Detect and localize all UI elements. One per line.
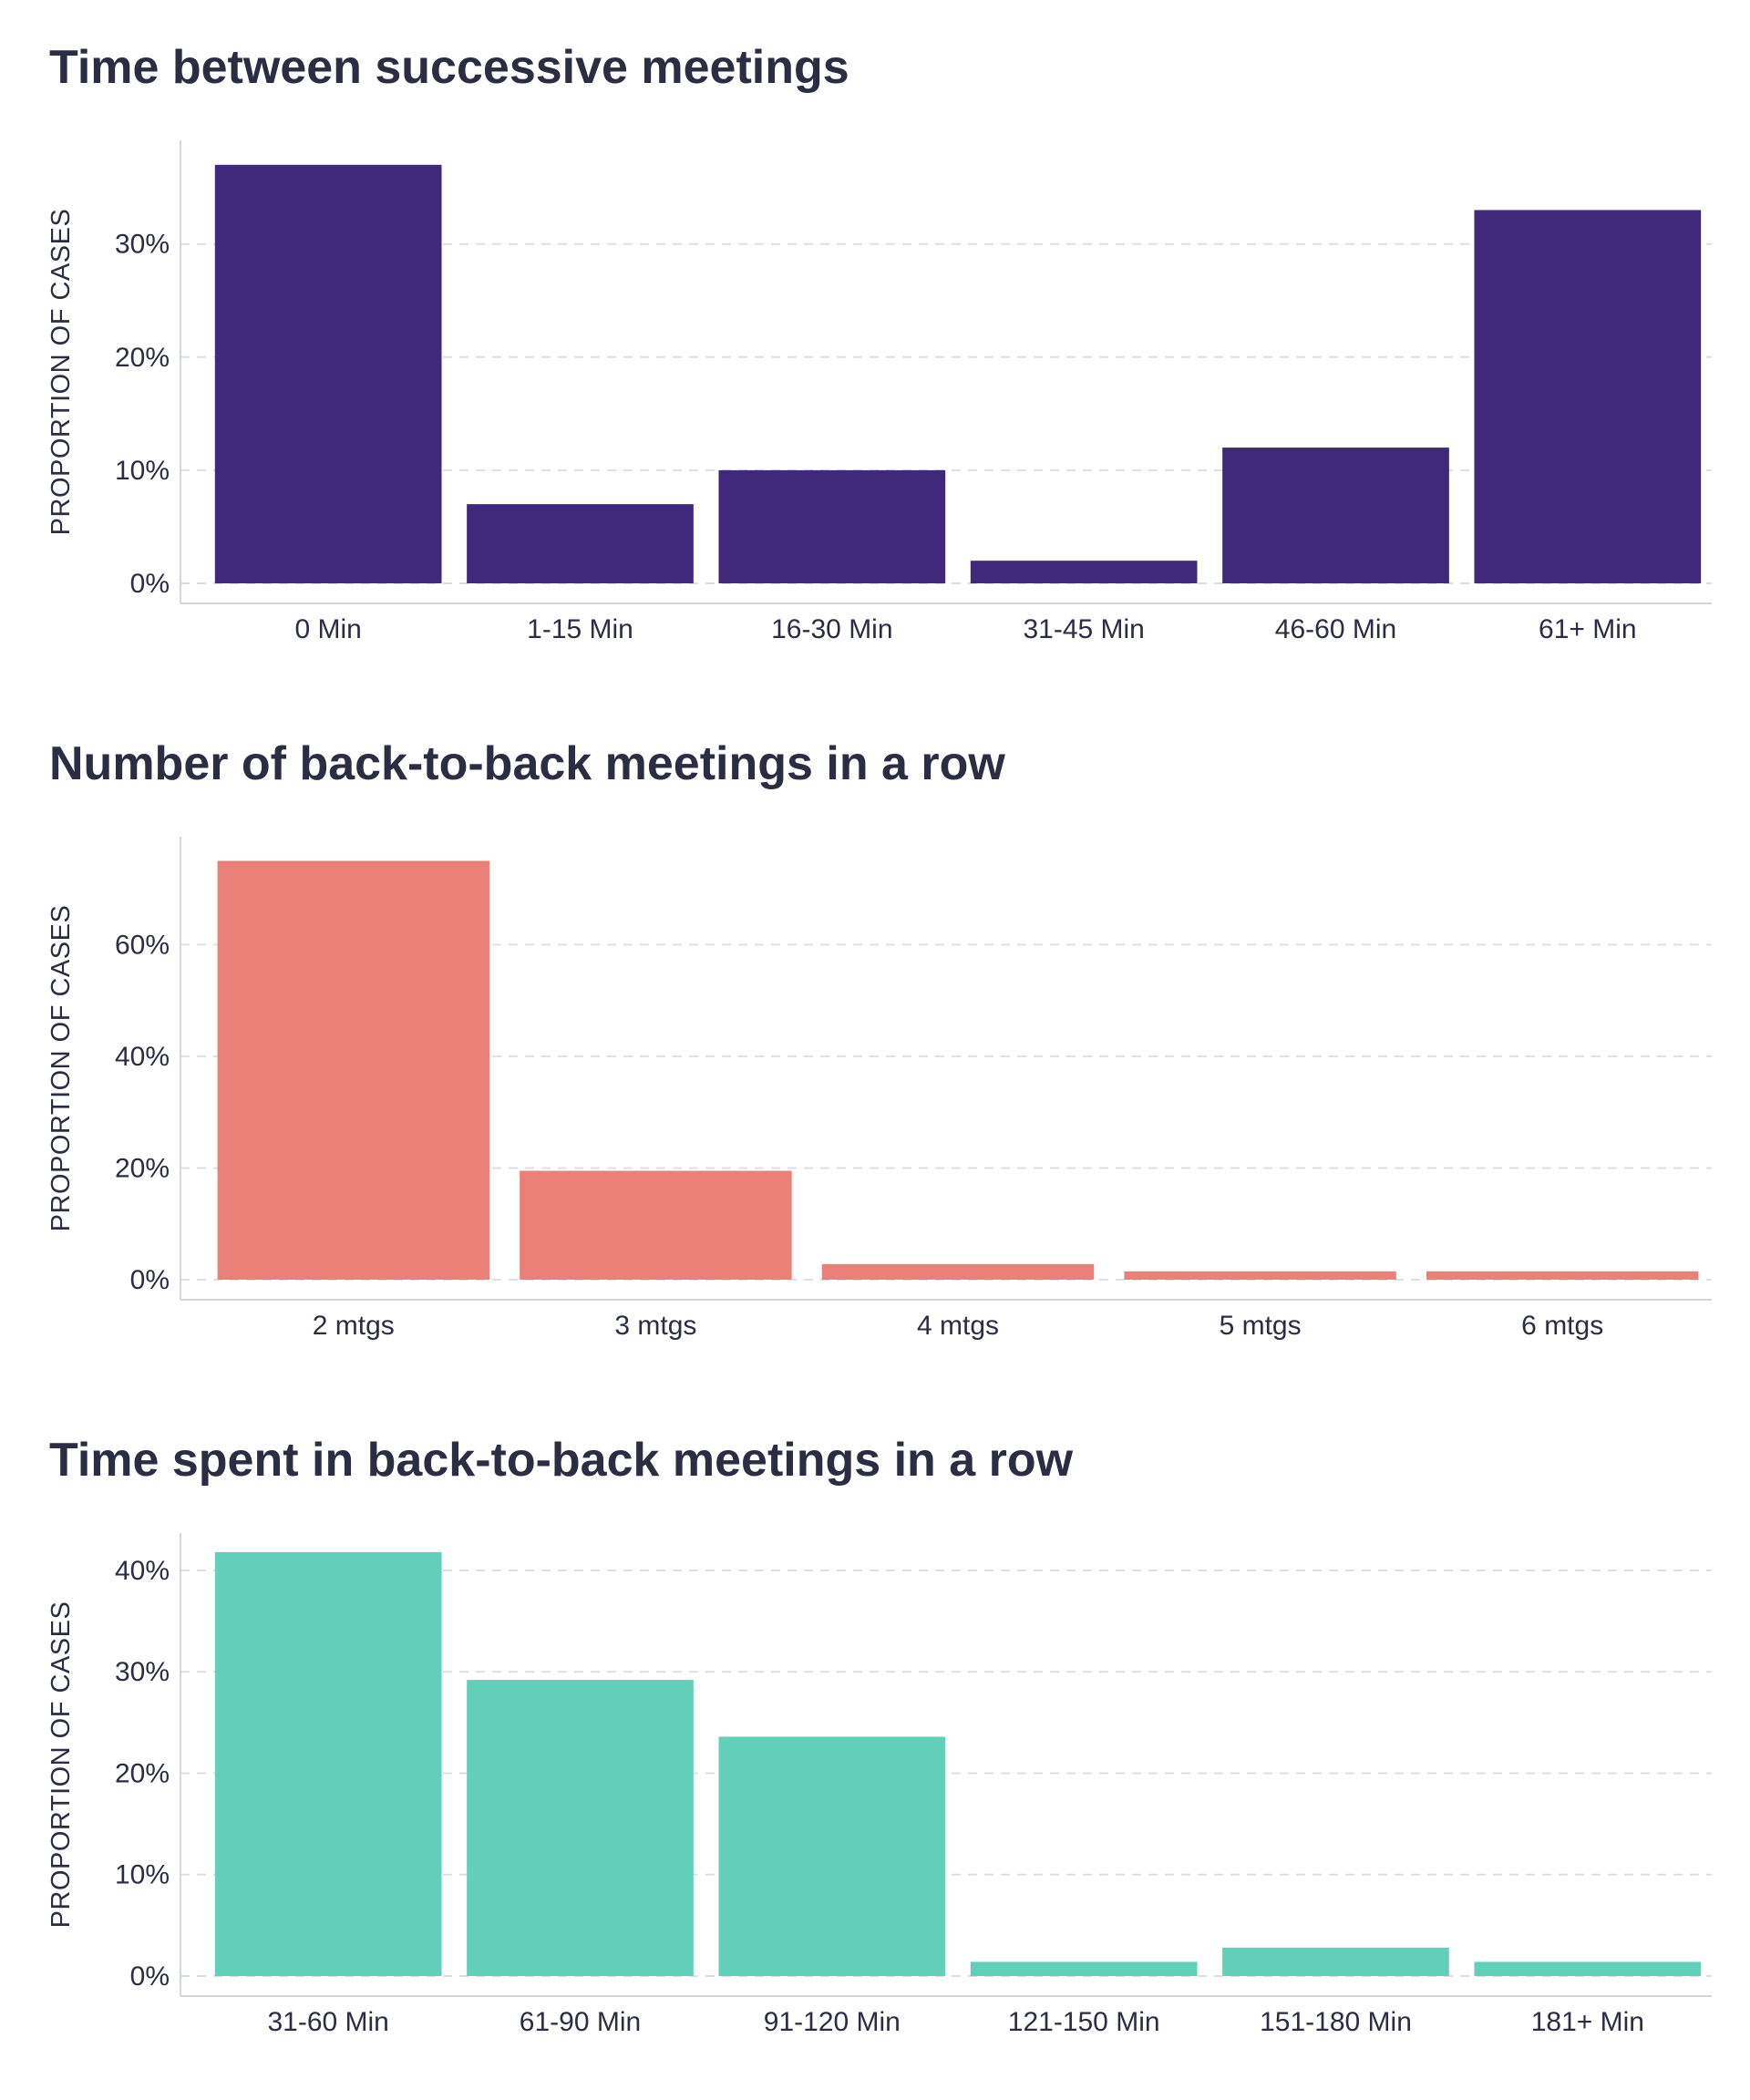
y-tick-label: 0% bbox=[130, 1265, 170, 1295]
bar bbox=[1124, 1271, 1396, 1280]
bar bbox=[520, 1170, 792, 1280]
bars bbox=[214, 164, 1702, 584]
x-tick-label: 181+ Min bbox=[1531, 2007, 1644, 2037]
x-tick-label: 121-150 Min bbox=[1008, 2007, 1160, 2037]
y-axis-label: PROPORTION OF CASES bbox=[46, 1601, 76, 1929]
bar bbox=[214, 164, 442, 584]
x-tick-label: 61+ Min bbox=[1539, 614, 1637, 644]
y-axis-label: PROPORTION OF CASES bbox=[46, 209, 76, 536]
bar bbox=[970, 1961, 1198, 1976]
y-tick-label: 30% bbox=[115, 230, 170, 260]
y-tick-label: 10% bbox=[115, 1860, 170, 1890]
y-tick-label: 10% bbox=[115, 456, 170, 486]
y-tick-label: 40% bbox=[115, 1556, 170, 1586]
x-tick-label: 6 mtgs bbox=[1521, 1311, 1603, 1341]
x-tick-label: 16-30 Min bbox=[771, 614, 892, 644]
x-tick-label: 0 Min bbox=[294, 614, 361, 644]
x-tick-label: 1-15 Min bbox=[527, 614, 633, 644]
x-tick-label: 31-45 Min bbox=[1023, 614, 1144, 644]
y-tick-label: 20% bbox=[115, 343, 170, 373]
bars bbox=[214, 1551, 1702, 1976]
x-tick-label: 31-60 Min bbox=[267, 2007, 388, 2037]
bars bbox=[217, 860, 1699, 1280]
x-tick-label: 91-120 Min bbox=[764, 2007, 901, 2037]
x-tick-label: 2 mtgs bbox=[313, 1311, 395, 1341]
bar bbox=[1426, 1271, 1699, 1280]
y-tick-label: 20% bbox=[115, 1758, 170, 1788]
bar bbox=[718, 1736, 946, 1976]
bar bbox=[970, 561, 1198, 583]
bar bbox=[821, 1263, 1095, 1280]
chart-title: Number of back-to-back meetings in a row bbox=[49, 737, 1005, 790]
bar-chart: 0% 10% 20% 30% 40% PROPORTION OF CASES 31-60 M… bbox=[46, 1533, 1712, 2037]
bar bbox=[718, 469, 946, 583]
chart-panel-back-to-back-duration: Time spent in back-to-back meetings in a… bbox=[0, 1393, 1750, 2085]
chart-panel-gap-between-meetings: Time between successive meetings 0% 10% 20… bbox=[0, 0, 1750, 693]
y-tick-label: 0% bbox=[130, 569, 170, 599]
y-tick-label: 40% bbox=[115, 1042, 170, 1072]
chart-title: Time spent in back-to-back meetings in a… bbox=[49, 1434, 1074, 1487]
chart-title: Time between successive meetings bbox=[49, 41, 849, 94]
bar bbox=[1222, 448, 1449, 583]
x-tick-label: 4 mtgs bbox=[917, 1311, 999, 1341]
y-tick-label: 20% bbox=[115, 1153, 170, 1183]
bar bbox=[1474, 210, 1702, 583]
bar-chart: 0% 10% 20% 30% PROPORTION OF CASES 0 Min 1-15 … bbox=[46, 140, 1712, 644]
y-axis-label: PROPORTION OF CASES bbox=[46, 905, 76, 1232]
x-tick-label: 61-90 Min bbox=[520, 2007, 641, 2037]
y-tick-label: 0% bbox=[130, 1961, 170, 1992]
bar bbox=[467, 504, 694, 583]
x-tick-label: 5 mtgs bbox=[1220, 1311, 1302, 1341]
bar bbox=[217, 860, 490, 1280]
bar bbox=[467, 1680, 694, 1976]
chart-panel-back-to-back-count: Number of back-to-back meetings in a row… bbox=[0, 696, 1750, 1389]
bar-chart: 0% 20% 40% 60% PROPORTION OF CASES 2 mtgs 3 mt… bbox=[46, 837, 1712, 1341]
bar bbox=[214, 1551, 442, 1976]
y-tick-label: 60% bbox=[115, 930, 170, 960]
x-tick-label: 151-180 Min bbox=[1260, 2007, 1412, 2037]
bar bbox=[1474, 1961, 1702, 1976]
bar bbox=[1222, 1947, 1449, 1976]
x-tick-label: 3 mtgs bbox=[614, 1311, 696, 1341]
x-tick-label: 46-60 Min bbox=[1275, 614, 1396, 644]
y-tick-label: 30% bbox=[115, 1657, 170, 1687]
